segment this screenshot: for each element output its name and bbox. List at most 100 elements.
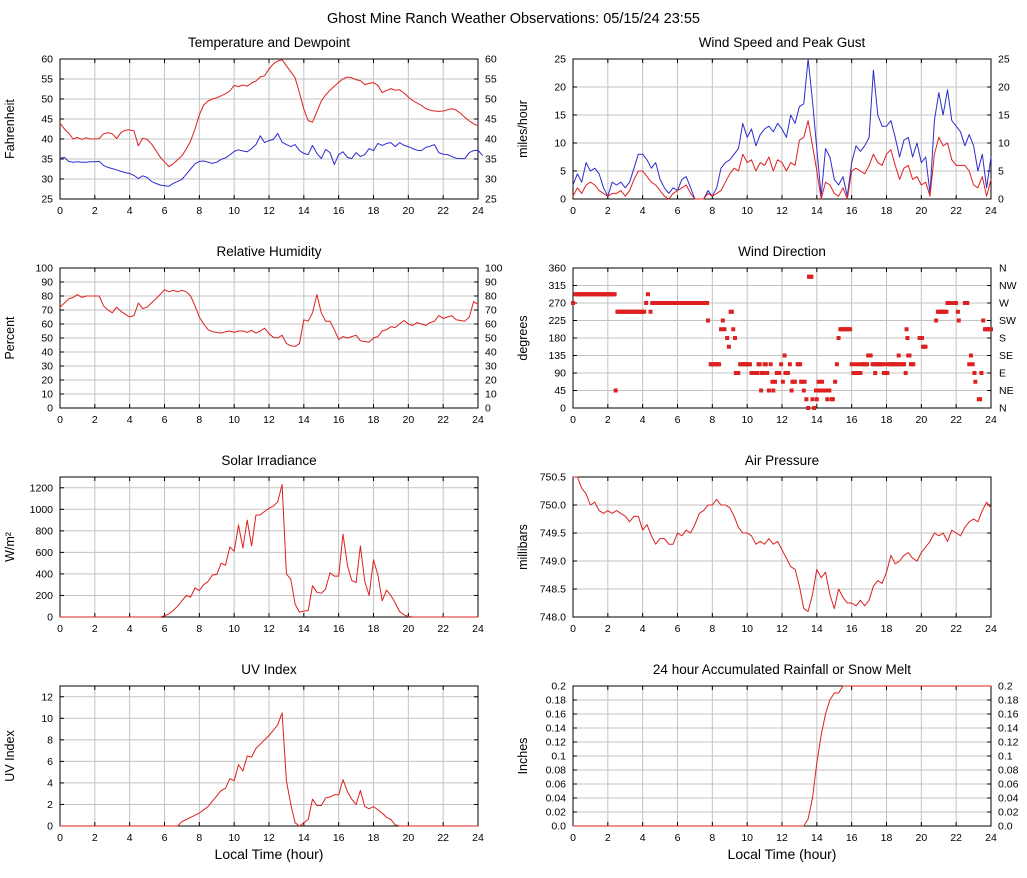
compass-tick-label: NE bbox=[999, 385, 1014, 397]
scatter-marker bbox=[823, 388, 828, 393]
x-tick-label: 6 bbox=[675, 832, 681, 844]
y-tick-label: 55 bbox=[41, 74, 53, 86]
y-tick-label: 25 bbox=[41, 194, 53, 206]
y-tick-label: 8 bbox=[47, 734, 53, 746]
x-tick-label: 20 bbox=[402, 414, 414, 426]
x-tick-label: 18 bbox=[368, 623, 380, 635]
scatter-marker bbox=[731, 327, 736, 332]
x-tick-label: 4 bbox=[127, 414, 133, 426]
chart-title: Wind Direction bbox=[738, 244, 826, 259]
scatter-marker bbox=[644, 301, 649, 305]
scatter-marker bbox=[880, 362, 885, 367]
y-tick-label: 749.0 bbox=[540, 556, 566, 568]
scatter-marker bbox=[720, 318, 725, 323]
scatter-marker bbox=[759, 388, 764, 393]
x-tick-label: 24 bbox=[472, 832, 484, 844]
y-tick-label: 1200 bbox=[30, 482, 54, 494]
scatter-marker bbox=[770, 379, 775, 384]
compass-tick-label: SW bbox=[999, 315, 1016, 327]
chart-title: Wind Speed and Peak Gust bbox=[699, 35, 866, 50]
y-tick-label-right: 10 bbox=[998, 138, 1010, 150]
scatter-marker bbox=[814, 397, 819, 402]
y-tick-label: 0.2 bbox=[551, 681, 566, 693]
scatter-marker bbox=[956, 318, 961, 323]
x-tick-label: 22 bbox=[437, 414, 449, 426]
scatter-marker bbox=[905, 336, 910, 340]
x-tick-label: 18 bbox=[368, 832, 380, 844]
x-tick-label: 20 bbox=[402, 623, 414, 635]
x-tick-label: 8 bbox=[709, 414, 715, 426]
dewpoint-line bbox=[59, 132, 483, 187]
x-tick-label: 10 bbox=[741, 205, 753, 217]
x-tick-label: 24 bbox=[985, 205, 997, 217]
x-tick-label: 22 bbox=[437, 205, 449, 217]
y-tick-label-right: 30 bbox=[485, 174, 497, 186]
y-tick-label-right: 20 bbox=[485, 375, 497, 387]
temperature-line bbox=[59, 59, 479, 168]
x-tick-label: 0 bbox=[57, 414, 63, 426]
y-tick-label-right: 20 bbox=[998, 82, 1010, 94]
x-tick-label: 8 bbox=[196, 414, 202, 426]
y-tick-label: 0.02 bbox=[546, 807, 567, 819]
air-pressure-chart: 0 2 4 6 8 10 12 14 16 18 20 22 24748.0748.5749.0749.… bbox=[516, 453, 997, 635]
scatter-marker bbox=[812, 406, 817, 410]
x-tick-label: 8 bbox=[709, 205, 715, 217]
compass-tick-label: SE bbox=[999, 350, 1013, 362]
scatter-marker bbox=[571, 301, 575, 305]
air-pressure-line bbox=[572, 476, 992, 612]
scatter-marker bbox=[978, 397, 983, 402]
y-tick-label: 0.12 bbox=[546, 737, 567, 749]
y-tick-label: 60 bbox=[41, 54, 53, 66]
compass-tick-label: W bbox=[999, 298, 1009, 310]
x-tick-label: 10 bbox=[228, 205, 240, 217]
chart-title: Air Pressure bbox=[745, 453, 819, 468]
scatter-marker bbox=[981, 318, 986, 323]
scatter-marker bbox=[789, 388, 794, 393]
x-tick-label: 8 bbox=[196, 623, 202, 635]
x-tick-label: 8 bbox=[196, 205, 202, 217]
x-tick-label: 12 bbox=[263, 205, 275, 217]
y-tick-label: 0 bbox=[47, 403, 53, 415]
x-tick-label: 12 bbox=[776, 414, 788, 426]
x-tick-label: 22 bbox=[950, 623, 962, 635]
x-tick-label: 0 bbox=[570, 623, 576, 635]
y-tick-label: 315 bbox=[548, 280, 566, 292]
x-tick-label: 2 bbox=[605, 205, 611, 217]
y-tick-label: 10 bbox=[41, 713, 53, 725]
scatter-marker bbox=[755, 371, 760, 375]
x-tick-label: 20 bbox=[915, 414, 927, 426]
y-tick-label: 90 bbox=[41, 277, 53, 289]
scatter-marker bbox=[851, 371, 856, 375]
scatter-marker bbox=[883, 362, 888, 367]
accumulated-rainfall-line bbox=[572, 685, 992, 827]
x-tick-label: 22 bbox=[950, 832, 962, 844]
scatter-marker bbox=[719, 327, 724, 332]
y-tick-label: 70 bbox=[41, 305, 53, 317]
scatter-marker bbox=[907, 353, 912, 358]
scatter-marker bbox=[830, 397, 835, 402]
scatter-marker bbox=[777, 371, 782, 375]
scatter-marker bbox=[920, 336, 925, 340]
y-tick-label: 1000 bbox=[30, 504, 54, 516]
scatter-marker bbox=[911, 362, 916, 367]
y-tick-label: 50 bbox=[41, 94, 53, 106]
y-tick-label-right: 25 bbox=[485, 194, 497, 206]
y-tick-label: 749.5 bbox=[540, 528, 566, 540]
scatter-marker bbox=[763, 362, 768, 367]
y-tick-label-right: 0.1 bbox=[998, 751, 1013, 763]
y-axis-label: W/m² bbox=[3, 532, 17, 562]
x-tick-label: 4 bbox=[127, 832, 133, 844]
chart-wind-direction: 0 2 4 6 8 10 12 14 16 18 20 22 24 0 N 45 NE 90 E 135 SE 180 S 2… bbox=[513, 238, 1026, 447]
x-tick-label: 2 bbox=[92, 205, 98, 217]
y-tick-label-right: 40 bbox=[485, 134, 497, 146]
x-tick-label: 2 bbox=[92, 623, 98, 635]
y-tick-label: 80 bbox=[41, 291, 53, 303]
scatter-marker bbox=[642, 309, 647, 314]
y-tick-label-right: 40 bbox=[485, 347, 497, 359]
x-tick-label: 12 bbox=[263, 832, 275, 844]
scatter-marker bbox=[725, 336, 730, 340]
scatter-marker bbox=[989, 327, 993, 332]
scatter-marker bbox=[806, 406, 811, 410]
